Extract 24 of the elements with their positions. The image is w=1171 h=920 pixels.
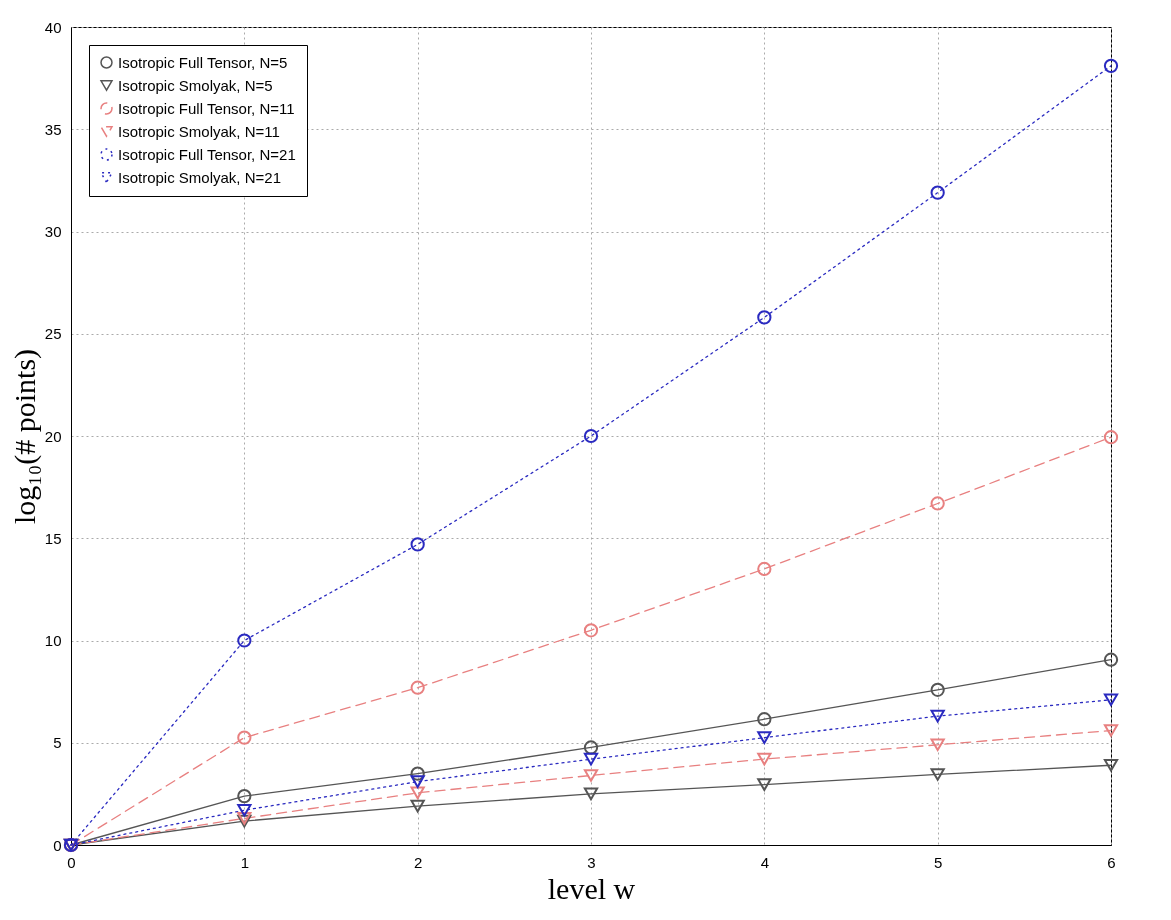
- legend-label: Isotropic Full Tensor, N=21: [118, 145, 296, 163]
- legend-label: Isotropic Full Tensor, N=11: [118, 99, 295, 117]
- x-tick-label: 1: [240, 853, 250, 871]
- x-tick-label: 3: [587, 853, 596, 871]
- y-tick-label: 40: [44, 18, 62, 36]
- legend-label: Isotropic Smolyak, N=11: [118, 122, 280, 140]
- legend-label: Isotropic Full Tensor, N=5: [118, 53, 288, 71]
- x-tick-label: 0: [67, 853, 76, 871]
- y-tick-label: 25: [44, 325, 62, 343]
- x-tick-label: 5: [933, 853, 943, 871]
- x-tick-label: 2: [413, 853, 423, 871]
- y-tick-label: 20: [44, 427, 62, 445]
- y-tick-label: 15: [44, 529, 62, 547]
- y-tick-label: 5: [53, 734, 62, 752]
- legend-label: Isotropic Smolyak, N=5: [118, 76, 273, 94]
- y-tick-label: 30: [44, 223, 62, 240]
- y-axis-title: log₁₀(# points): [7, 348, 42, 525]
- x-tick-label: 4: [760, 853, 770, 871]
- y-tick-label: 35: [44, 120, 62, 138]
- y-tick-label: 10: [44, 632, 62, 649]
- x-axis-title: level w: [547, 871, 636, 905]
- x-tick-label: 6: [1107, 853, 1116, 871]
- y-tick-label: 0: [53, 836, 62, 854]
- legend-label: Isotropic Smolyak, N=21: [118, 168, 281, 186]
